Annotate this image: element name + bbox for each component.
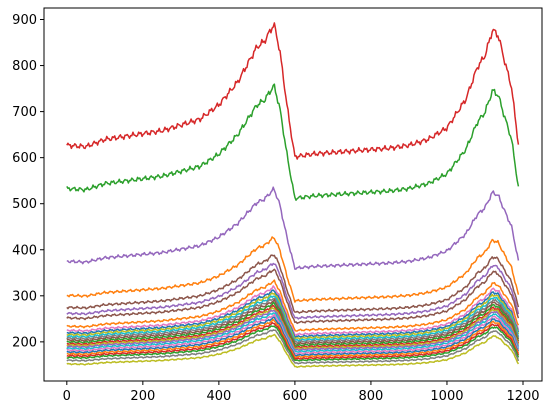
series-line-2 bbox=[66, 186, 520, 270]
series-line-22 bbox=[66, 321, 520, 361]
plot-frame bbox=[43, 7, 543, 382]
axes-group: 0 200 400 600 800 1000 1200 200 300 400 500 600 700 8… bbox=[12, 13, 539, 404]
y-tick-label: 400 bbox=[12, 243, 37, 258]
series-line-0 bbox=[66, 22, 520, 160]
x-tick-label: 1200 bbox=[506, 389, 539, 404]
x-tick-label: 200 bbox=[130, 389, 155, 404]
series-line-9 bbox=[66, 289, 520, 339]
series-group bbox=[66, 22, 520, 369]
series-line-25 bbox=[66, 333, 520, 369]
series-line-16 bbox=[66, 306, 520, 350]
series-line-21 bbox=[66, 318, 520, 359]
y-tick-label: 900 bbox=[12, 13, 37, 28]
series-line-24 bbox=[66, 329, 520, 365]
y-tick-label: 700 bbox=[12, 105, 37, 120]
series-line-17 bbox=[66, 309, 520, 351]
series-line-3 bbox=[66, 236, 520, 303]
series-line-5 bbox=[66, 262, 520, 320]
series-line-6 bbox=[66, 268, 520, 325]
x-tick-label: 400 bbox=[206, 389, 231, 404]
series-line-13 bbox=[66, 299, 520, 346]
y-tick-label: 600 bbox=[12, 151, 37, 166]
series-line-20 bbox=[66, 316, 520, 357]
series-line-10 bbox=[66, 292, 520, 340]
series-line-19 bbox=[66, 313, 520, 355]
series-line-1 bbox=[66, 83, 520, 201]
y-tick-label: 500 bbox=[12, 197, 37, 212]
y-tick-label: 200 bbox=[12, 335, 37, 350]
x-tick-label: 800 bbox=[359, 389, 384, 404]
x-tick-label: 0 bbox=[63, 389, 71, 404]
series-line-4 bbox=[66, 254, 520, 314]
series-line-23 bbox=[66, 325, 520, 362]
x-tick-label: 1000 bbox=[430, 389, 463, 404]
series-line-14 bbox=[66, 301, 520, 348]
series-line-7 bbox=[66, 279, 520, 332]
x-tick-label: 600 bbox=[282, 389, 307, 404]
series-line-8 bbox=[66, 285, 520, 337]
y-tick-label: 300 bbox=[12, 289, 37, 304]
y-tick-label: 800 bbox=[12, 59, 37, 74]
